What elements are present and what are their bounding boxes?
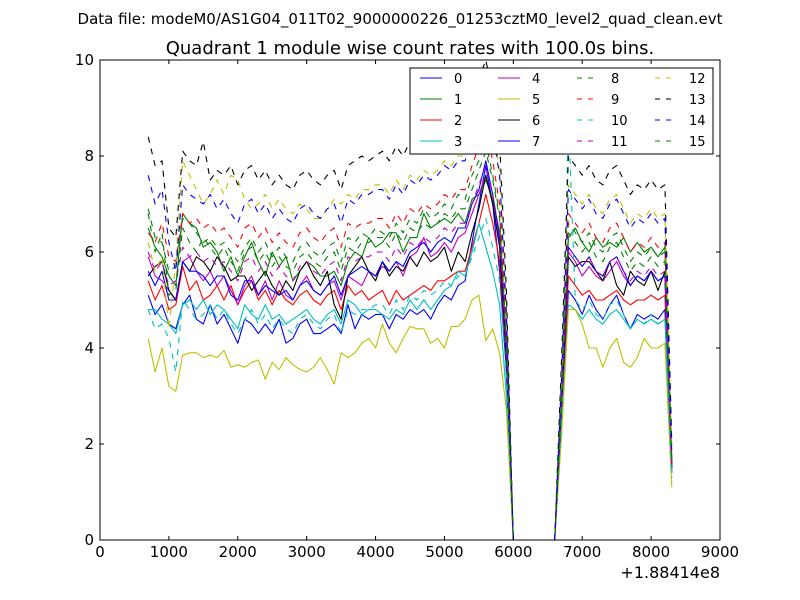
y-tick-label: 4 [84,339,94,357]
legend-label-0: 0 [454,72,462,87]
x-tick-label: 2000 [219,543,257,561]
series-line-10 [147,117,673,540]
y-tick-label: 8 [84,147,94,165]
y-tick-label: 0 [84,531,94,549]
x-tick-label: 4000 [356,543,394,561]
chart-title: Quadrant 1 module wise count rates with … [166,38,655,59]
y-tick-label: 6 [84,243,94,261]
x-tick-label: 3000 [288,543,326,561]
legend-label-14: 14 [689,114,706,129]
series-line-15 [147,150,673,540]
legend-label-6: 6 [532,114,540,129]
x-tick-label: 0 [95,543,105,561]
series-line-9 [147,126,673,540]
legend-label-7: 7 [532,135,540,150]
legend-label-2: 2 [454,114,462,129]
series-line-12 [147,88,673,540]
series-line-1 [147,179,673,540]
series-line-3 [148,222,673,540]
x-tick-label: 7000 [563,543,601,561]
legend-label-8: 8 [611,72,619,87]
legend-label-3: 3 [454,135,462,150]
axes-frame [99,59,721,541]
figure-suptitle: Data file: modeM0/AS1G04_011T02_90000002… [78,10,723,29]
x-offset-label: +1.88414e8 [620,563,720,582]
x-tick-label: 9000 [701,543,739,561]
series-line-0 [147,165,673,540]
y-tick-label: 2 [84,435,94,453]
legend-label-13: 13 [689,93,706,108]
legend-label-12: 12 [689,72,706,87]
legend-label-1: 1 [454,93,462,108]
legend-label-4: 4 [532,72,540,87]
ticks-layer: 0 1000 2000 3000 4000 5000 6000 7000 8000 9000 0 2 4… [75,51,739,561]
x-tick-label: 1000 [150,543,188,561]
x-tick-label: 6000 [494,543,532,561]
series-line-5 [147,294,673,540]
series-line-14 [147,93,673,540]
legend-label-9: 9 [611,93,619,108]
legend-label-15: 15 [689,135,706,150]
legend-label-11: 11 [611,135,628,150]
y-tick-label: 10 [75,51,94,69]
x-tick-label: 5000 [425,543,463,561]
legend-box [409,67,714,155]
legend-label-10: 10 [611,114,628,129]
series-line-11 [147,165,673,540]
legend-label-5: 5 [532,93,540,108]
x-tick-label: 8000 [632,543,670,561]
series-line-8 [147,141,673,540]
